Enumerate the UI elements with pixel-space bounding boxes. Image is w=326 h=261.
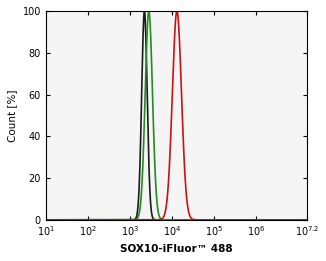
X-axis label: SOX10-iFluor™ 488: SOX10-iFluor™ 488 — [120, 244, 233, 254]
Y-axis label: Count [%]: Count [%] — [7, 89, 17, 142]
